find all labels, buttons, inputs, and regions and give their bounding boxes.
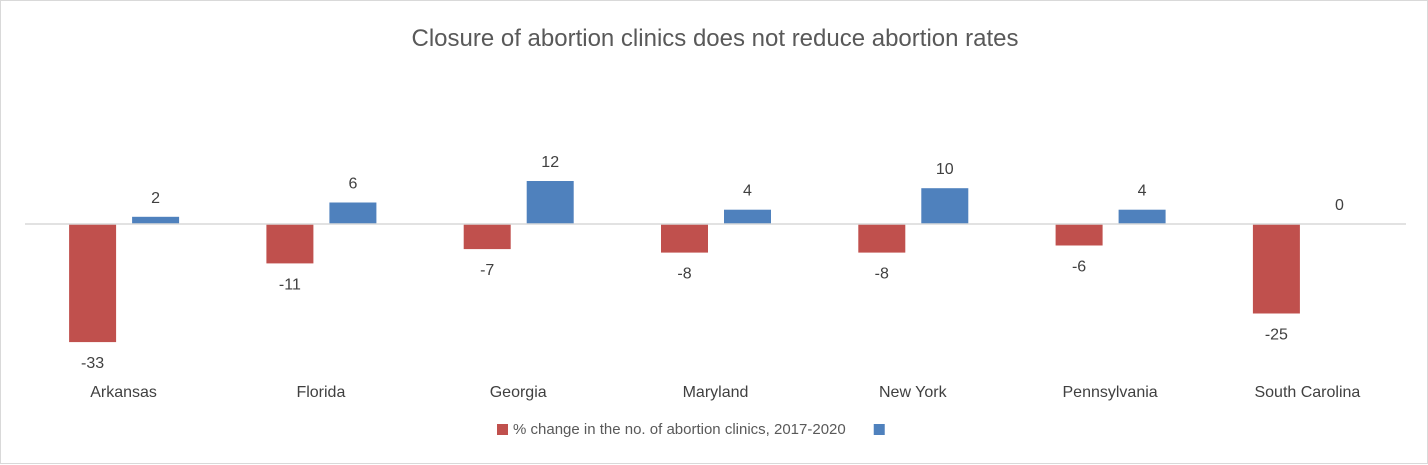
data-label-pennsylvania-series-1: -6 — [1072, 259, 1086, 276]
data-label-new-york-series-1: -8 — [875, 266, 889, 283]
data-label-maryland-series-2: 4 — [743, 183, 752, 200]
bars-layer — [69, 181, 1300, 343]
data-label-georgia-series-1: -7 — [480, 262, 494, 279]
bar-georgia-series-1 — [463, 224, 511, 250]
category-label-arkansas: Arkansas — [90, 384, 157, 401]
data-label-georgia-series-2: 12 — [541, 154, 559, 171]
bar-pennsylvania-series-1 — [1055, 224, 1103, 246]
data-label-arkansas-series-2: 2 — [151, 190, 160, 207]
data-label-maryland-series-1: -8 — [677, 266, 691, 283]
bar-new-york-series-2 — [921, 188, 969, 224]
data-label-new-york-series-2: 10 — [936, 161, 954, 178]
bar-georgia-series-2 — [526, 181, 574, 224]
category-label-pennsylvania: Pennsylvania — [1063, 384, 1158, 401]
bar-south-carolina-series-1 — [1252, 224, 1300, 314]
data-label-south-carolina-series-1: -25 — [1265, 327, 1288, 344]
bar-new-york-series-1 — [858, 224, 906, 253]
data-label-florida-series-1: -11 — [279, 276, 301, 293]
category-label-georgia: Georgia — [490, 384, 547, 401]
category-label-new-york: New York — [879, 384, 948, 401]
bar-florida-series-1 — [266, 224, 314, 264]
category-label-florida: Florida — [296, 384, 345, 401]
data-label-south-carolina-series-2: 0 — [1335, 197, 1344, 214]
bar-florida-series-2 — [329, 202, 377, 224]
data-label-florida-series-2: 6 — [348, 176, 357, 193]
category-label-maryland: Maryland — [683, 384, 749, 401]
bar-arkansas-series-1 — [69, 224, 117, 343]
legend-swatch-series-2 — [873, 424, 885, 435]
legend-swatch-series-1 — [497, 424, 508, 435]
chart-title: Closure of abortion clinics does not red… — [411, 25, 1018, 52]
data-label-arkansas-series-1: -33 — [81, 355, 104, 372]
legend-label-series-1: % change in the no. of abortion clinics,… — [513, 421, 846, 438]
category-label-south-carolina: South Carolina — [1254, 384, 1360, 401]
bar-arkansas-series-2 — [132, 216, 180, 224]
labels-layer: -33 2 Arkansas -11 6 Florida -7 12 Georgia -8 4 Mar… — [81, 154, 1360, 401]
legend: % change in the no. of abortion clinics,… — [497, 421, 885, 438]
bar-maryland-series-1 — [661, 224, 708, 253]
bar-maryland-series-2 — [724, 209, 771, 224]
data-label-pennsylvania-series-2: 4 — [1138, 183, 1147, 200]
bar-pennsylvania-series-2 — [1118, 209, 1166, 224]
